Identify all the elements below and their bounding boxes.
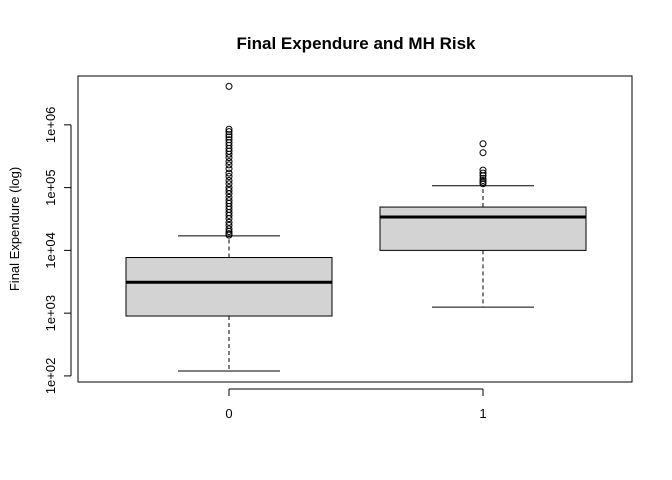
outlier-point [225,173,233,181]
outlier-point [479,140,487,148]
outlier-point [225,165,233,173]
box-group-0 [125,82,333,372]
chart-title: Final Expendure and MH Risk [237,34,477,53]
outlier-point [225,180,233,188]
outlier-point [225,225,233,233]
outlier-point [225,161,233,169]
iqr-box [125,257,333,317]
outlier-point [225,218,233,226]
outlier-point [225,131,233,139]
outlier-point [225,125,233,133]
outlier-point [479,174,487,182]
outlier-point [225,184,233,192]
y-tick-label: 1e+03 [43,295,58,332]
y-tick-label: 1e+02 [43,358,58,395]
outlier-point [225,128,233,136]
outlier-point [225,197,233,205]
x-tick-label: 0 [225,406,232,421]
outlier-point [225,221,233,229]
y-tick-label: 1e+05 [43,169,58,206]
y-axis: 1e+02 1e+03 1e+04 1e+05 1e+06 [43,107,72,395]
outlier-point [225,169,233,177]
plot-frame [77,75,633,383]
y-axis-label: Final Expendure (log) [7,167,22,291]
outlier-point [225,133,233,141]
iqr-box [379,206,587,251]
outlier-point [479,176,487,184]
outlier-point [225,230,233,238]
outlier-point [225,176,233,184]
outlier-point [479,166,487,174]
outlier-point [225,158,233,166]
outlier-point [225,136,233,144]
outlier-point [479,169,487,177]
outlier-point [225,82,233,90]
x-tick-label: 1 [479,406,486,421]
outlier-point [225,186,233,194]
outlier-point [225,193,233,201]
y-tick-label: 1e+04 [43,232,58,269]
y-tick-label: 1e+06 [43,107,58,144]
box-group-1 [379,140,587,308]
boxes-layer [125,82,587,372]
outlier-point [479,149,487,157]
